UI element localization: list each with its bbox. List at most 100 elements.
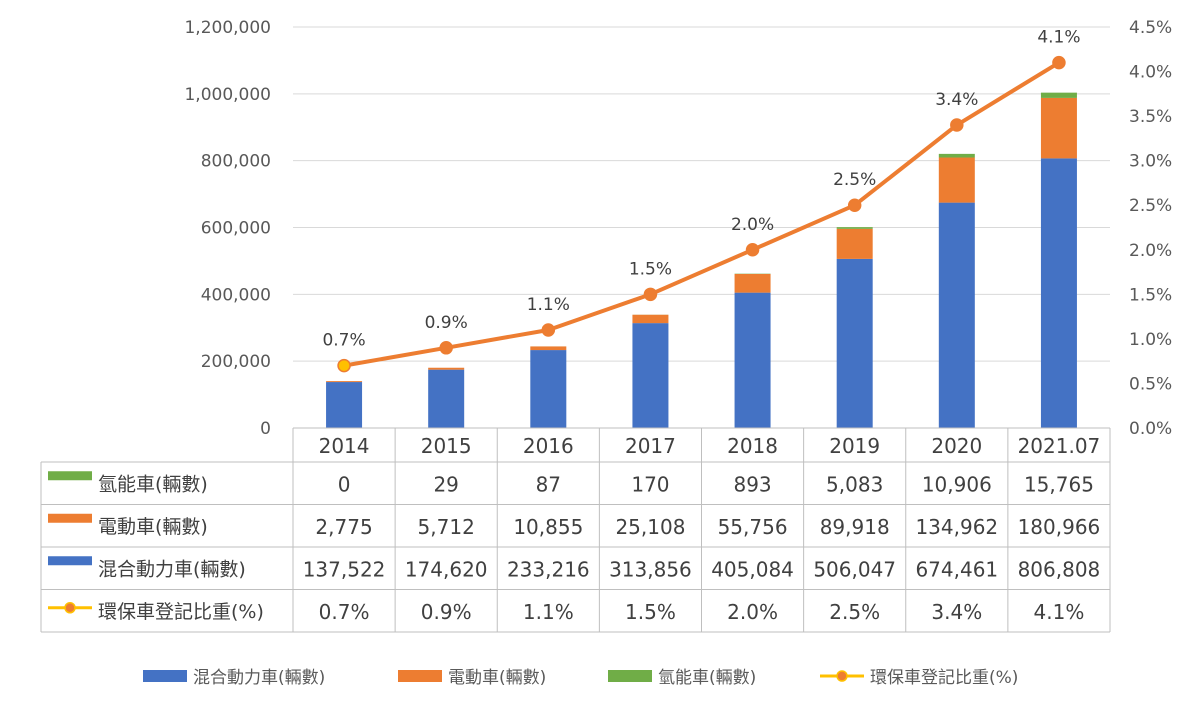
x-category-label: 2016: [523, 434, 574, 458]
y-right-tick-label: 1.5%: [1129, 285, 1172, 305]
table-legend-key: [65, 603, 75, 613]
bar-segment: [939, 154, 975, 158]
legend-label: 混合動力車(輛數): [193, 668, 325, 688]
table-cell: 2.0%: [727, 600, 778, 624]
bar-segment: [632, 315, 668, 323]
bar-segment: [326, 381, 362, 382]
legend-key: [837, 671, 847, 681]
bar-segment: [837, 259, 873, 428]
legend-key: [398, 670, 442, 682]
table-cell: 25,108: [615, 515, 685, 539]
table-cell: 806,808: [1018, 557, 1101, 581]
bar-segment: [735, 293, 771, 428]
table-cell: 10,855: [513, 515, 583, 539]
data-label: 0.9%: [425, 313, 468, 333]
table-row-header: 氫能車(輛數): [98, 473, 208, 495]
table-cell: 134,962: [915, 515, 998, 539]
y-left-tick-label: 1,200,000: [184, 18, 271, 38]
table-legend-key: [48, 471, 92, 480]
data-label: 3.4%: [935, 90, 978, 110]
data-label: 1.1%: [527, 295, 570, 315]
y-right-tick-label: 2.5%: [1129, 196, 1172, 216]
table-cell: 674,461: [915, 557, 998, 581]
x-category-label: 2015: [421, 434, 472, 458]
line-point: [849, 199, 861, 211]
bar-segment: [735, 274, 771, 293]
y-right-tick-label: 4.0%: [1129, 63, 1172, 83]
table-cell: 180,966: [1018, 515, 1101, 539]
line-point: [440, 342, 452, 354]
table-cell: 0: [338, 472, 351, 496]
table-cell: 15,765: [1024, 472, 1094, 496]
data-label: 4.1%: [1037, 28, 1080, 48]
x-category-label: 2021.07: [1018, 434, 1101, 458]
y-right-tick-label: 0.0%: [1129, 419, 1172, 439]
x-category-label: 2019: [829, 434, 880, 458]
y-right-tick-label: 0.5%: [1129, 374, 1172, 394]
bar-segment: [837, 227, 873, 229]
table-cell: 1.1%: [523, 600, 574, 624]
bar-segment: [530, 346, 566, 350]
table-cell: 893: [733, 472, 771, 496]
table-cell: 87: [536, 472, 561, 496]
data-label: 0.7%: [322, 331, 365, 351]
table-cell: 0.9%: [421, 600, 472, 624]
table-row-header: 混合動力車(輛數): [98, 558, 246, 580]
line-point: [1053, 57, 1065, 69]
table-cell: 29: [433, 472, 458, 496]
data-label: 2.5%: [833, 170, 876, 190]
legend-key: [608, 670, 652, 682]
table-legend-key: [48, 514, 92, 523]
y-right-tick-label: 3.5%: [1129, 107, 1172, 127]
table-cell: 170: [631, 472, 669, 496]
legend-label: 環保車登記比重(%): [870, 668, 1018, 688]
table-cell: 0.7%: [319, 600, 370, 624]
bar-segment: [1041, 93, 1077, 98]
table-cell: 10,906: [922, 472, 992, 496]
line-point: [542, 324, 554, 336]
line-point: [644, 288, 656, 300]
legend-label: 電動車(輛數): [448, 668, 546, 688]
table-cell: 55,756: [718, 515, 788, 539]
table-cell: 174,620: [405, 557, 488, 581]
table-cell: 2,775: [315, 515, 372, 539]
table-cell: 4.1%: [1034, 600, 1085, 624]
y-left-tick-label: 0: [260, 419, 271, 439]
y-left-tick-label: 800,000: [201, 152, 271, 172]
legend-label: 氫能車(輛數): [658, 668, 756, 688]
table-cell: 2.5%: [829, 600, 880, 624]
y-right-tick-label: 2.0%: [1129, 241, 1172, 261]
table-cell: 137,522: [303, 557, 386, 581]
table-cell: 1.5%: [625, 600, 676, 624]
x-category-label: 2014: [319, 434, 370, 458]
x-category-label: 2020: [931, 434, 982, 458]
table-cell: 405,084: [711, 557, 794, 581]
table-cell: 5,083: [826, 472, 883, 496]
table-cell: 233,216: [507, 557, 590, 581]
table-cell: 3.4%: [931, 600, 982, 624]
bar-segment: [939, 203, 975, 428]
legend-key: [143, 670, 187, 682]
line-point: [338, 360, 350, 372]
x-category-label: 2018: [727, 434, 778, 458]
data-label: 1.5%: [629, 259, 672, 279]
table-row-header: 環保車登記比重(%): [98, 601, 264, 623]
table-row-header: 電動車(輛數): [98, 516, 208, 538]
y-left-tick-label: 400,000: [201, 285, 271, 305]
bar-segment: [837, 229, 873, 259]
table-cell: 506,047: [813, 557, 896, 581]
line-point: [951, 119, 963, 131]
bar-segment: [632, 323, 668, 428]
line-point: [747, 244, 759, 256]
data-label: 2.0%: [731, 215, 774, 235]
bar-segment: [530, 350, 566, 428]
y-left-tick-label: 1,000,000: [184, 85, 271, 105]
y-left-tick-label: 600,000: [201, 219, 271, 239]
bar-segment: [326, 382, 362, 428]
table-cell: 5,712: [418, 515, 475, 539]
bar-segment: [1041, 158, 1077, 428]
x-category-label: 2017: [625, 434, 676, 458]
bar-segment: [428, 368, 464, 370]
